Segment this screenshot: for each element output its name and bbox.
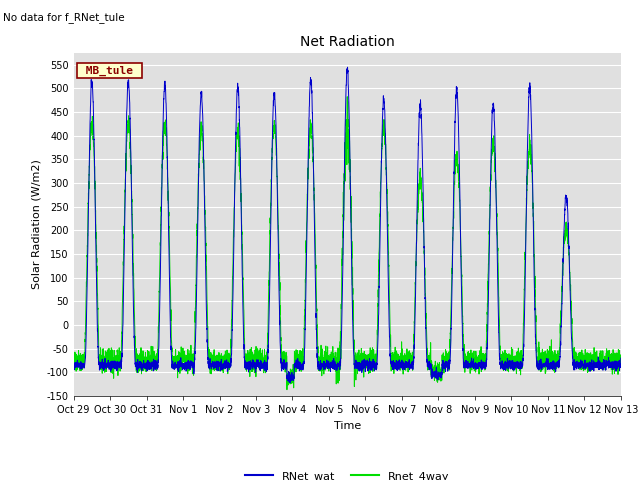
Text: MB_tule: MB_tule: [79, 66, 140, 76]
Title: Net Radiation: Net Radiation: [300, 35, 395, 49]
Legend: RNet_wat, Rnet_4way: RNet_wat, Rnet_4way: [240, 467, 454, 480]
Y-axis label: Solar Radiation (W/m2): Solar Radiation (W/m2): [31, 159, 41, 289]
X-axis label: Time: Time: [333, 420, 361, 431]
Text: No data for f_RNet_tule: No data for f_RNet_tule: [3, 12, 125, 23]
